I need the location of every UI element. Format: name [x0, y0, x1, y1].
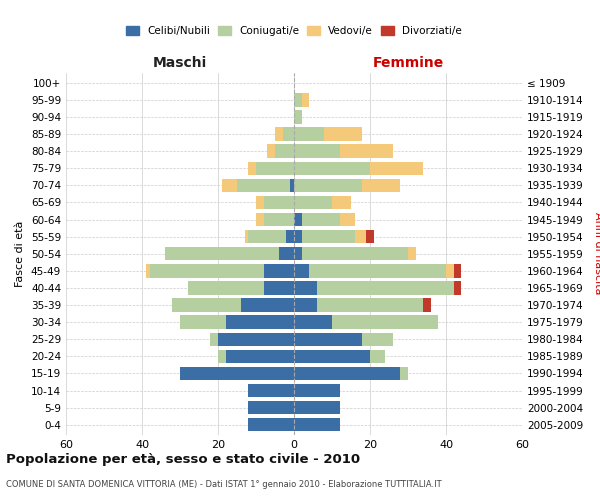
- Bar: [263, 196, 294, 209]
- Bar: [283, 128, 294, 140]
- Bar: [237, 178, 290, 192]
- Bar: [241, 298, 294, 312]
- Bar: [256, 213, 263, 226]
- Bar: [454, 282, 461, 294]
- Legend: Celibi/Nubili, Coniugati/e, Vedovi/e, Divorziati/e: Celibi/Nubili, Coniugati/e, Vedovi/e, Di…: [122, 22, 466, 40]
- Bar: [294, 418, 340, 432]
- Bar: [325, 128, 362, 140]
- Bar: [245, 230, 248, 243]
- Bar: [446, 264, 454, 278]
- Text: Popolazione per età, sesso e stato civile - 2010: Popolazione per età, sesso e stato civil…: [6, 452, 360, 466]
- Bar: [180, 367, 294, 380]
- Bar: [294, 332, 362, 346]
- Text: Maschi: Maschi: [153, 56, 207, 70]
- Bar: [149, 264, 263, 278]
- Text: Femmine: Femmine: [373, 56, 443, 70]
- Bar: [248, 384, 294, 397]
- Bar: [294, 264, 309, 278]
- Bar: [302, 93, 309, 106]
- Bar: [454, 264, 461, 278]
- Bar: [370, 350, 385, 363]
- Bar: [370, 162, 423, 175]
- Bar: [294, 247, 302, 260]
- Bar: [248, 230, 286, 243]
- Bar: [302, 230, 355, 243]
- Bar: [294, 178, 362, 192]
- Bar: [294, 298, 317, 312]
- Bar: [294, 350, 370, 363]
- Bar: [302, 247, 408, 260]
- Bar: [263, 282, 294, 294]
- Bar: [218, 332, 294, 346]
- Bar: [275, 128, 283, 140]
- Bar: [222, 178, 237, 192]
- Bar: [268, 144, 275, 158]
- Bar: [317, 282, 454, 294]
- Bar: [294, 93, 302, 106]
- Bar: [279, 247, 294, 260]
- Bar: [423, 298, 431, 312]
- Bar: [294, 401, 340, 414]
- Bar: [340, 144, 393, 158]
- Bar: [211, 332, 218, 346]
- Text: COMUNE DI SANTA DOMENICA VITTORIA (ME) - Dati ISTAT 1° gennaio 2010 - Elaborazio: COMUNE DI SANTA DOMENICA VITTORIA (ME) -…: [6, 480, 442, 489]
- Bar: [275, 144, 294, 158]
- Bar: [294, 384, 340, 397]
- Bar: [317, 298, 423, 312]
- Bar: [256, 196, 263, 209]
- Bar: [248, 401, 294, 414]
- Bar: [226, 316, 294, 329]
- Bar: [263, 264, 294, 278]
- Bar: [294, 230, 302, 243]
- Bar: [290, 178, 294, 192]
- Bar: [294, 213, 302, 226]
- Bar: [146, 264, 149, 278]
- Bar: [218, 350, 226, 363]
- Bar: [366, 230, 374, 243]
- Bar: [332, 316, 439, 329]
- Bar: [340, 213, 355, 226]
- Y-axis label: Fasce di età: Fasce di età: [16, 220, 25, 287]
- Bar: [408, 247, 416, 260]
- Y-axis label: Anni di nascita: Anni di nascita: [593, 212, 600, 295]
- Bar: [294, 367, 400, 380]
- Bar: [188, 282, 263, 294]
- Bar: [400, 367, 408, 380]
- Bar: [226, 350, 294, 363]
- Bar: [332, 196, 351, 209]
- Bar: [294, 144, 340, 158]
- Bar: [180, 316, 226, 329]
- Bar: [248, 162, 256, 175]
- Bar: [294, 162, 370, 175]
- Bar: [309, 264, 446, 278]
- Bar: [165, 247, 279, 260]
- Bar: [286, 230, 294, 243]
- Bar: [294, 316, 332, 329]
- Bar: [248, 418, 294, 432]
- Bar: [294, 196, 332, 209]
- Bar: [256, 162, 294, 175]
- Bar: [294, 282, 317, 294]
- Bar: [362, 178, 400, 192]
- Bar: [362, 332, 393, 346]
- Bar: [355, 230, 366, 243]
- Bar: [294, 110, 302, 124]
- Bar: [263, 213, 294, 226]
- Bar: [172, 298, 241, 312]
- Bar: [294, 128, 325, 140]
- Bar: [302, 213, 340, 226]
